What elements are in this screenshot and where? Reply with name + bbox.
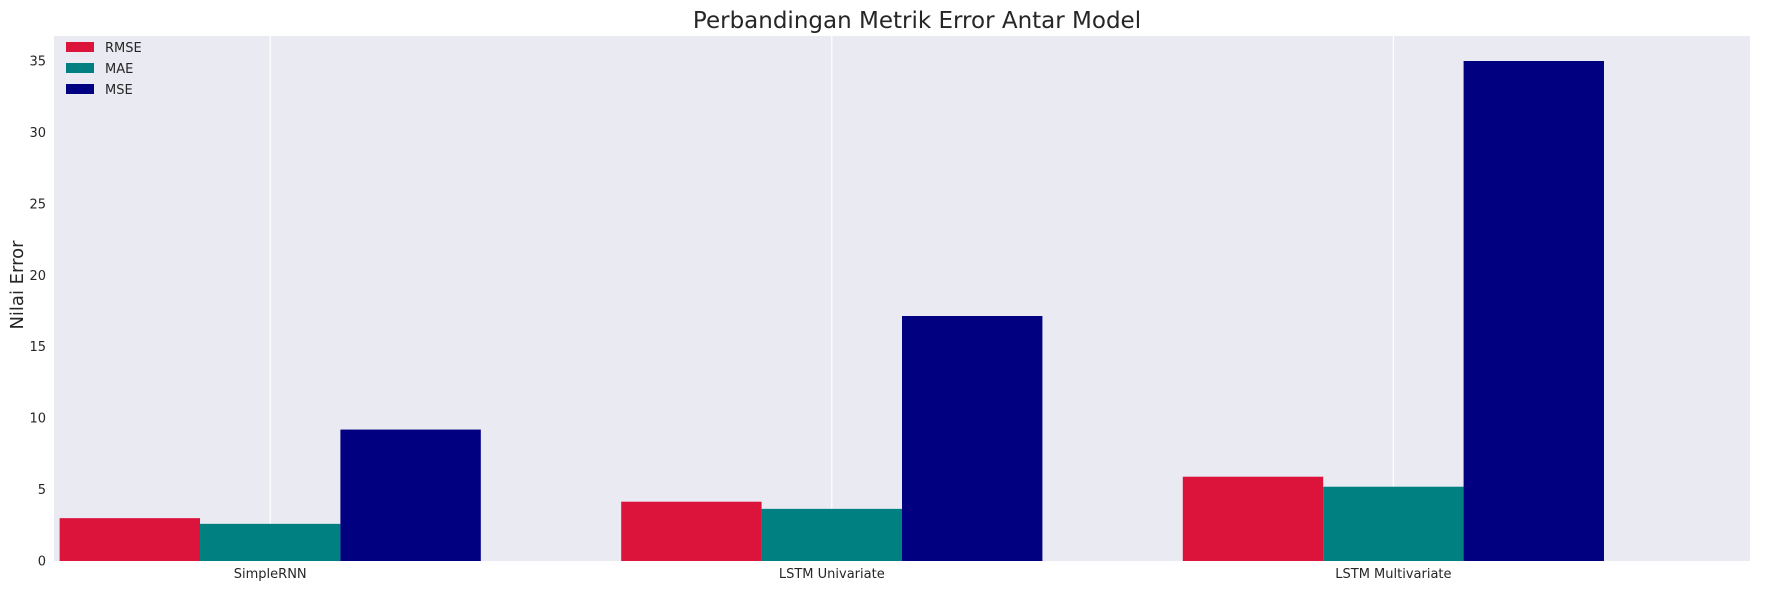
bar-mse-0 [340,429,481,561]
legend-label-mse: MSE [105,83,133,98]
y-tick-label: 10 [29,412,46,427]
bar-mse-1 [902,316,1043,561]
y-tick-label: 35 [29,55,46,70]
bar-mse-2 [1463,61,1604,561]
y-axis-ticks: 0 5 10 15 20 25 30 35 [29,55,46,570]
legend: RMSE MAE MSE [66,41,142,98]
y-tick-label: 20 [29,269,46,284]
x-tick-label: LSTM Univariate [779,567,885,582]
legend-swatch-rmse [66,42,94,52]
legend-swatch-mae [66,63,94,73]
chart-title: Perbandingan Metrik Error Antar Model [693,8,1141,34]
y-tick-label: 0 [38,555,46,570]
y-tick-label: 30 [29,126,46,141]
bar-mae-0 [200,523,341,561]
y-tick-label: 25 [29,197,46,212]
x-tick-label: SimpleRNN [234,567,307,582]
x-axis-ticks: SimpleRNN LSTM Univariate LSTM Multivariat… [234,567,1452,582]
bar-rmse-1 [621,501,762,561]
x-tick-label: LSTM Multivariate [1335,567,1451,582]
y-tick-label: 15 [29,340,46,355]
bar-mae-1 [761,508,902,561]
bar-rmse-2 [1182,476,1324,561]
legend-label-rmse: RMSE [105,41,142,56]
bar-rmse-0 [59,518,201,561]
legend-label-mae: MAE [105,62,133,77]
legend-swatch-mse [66,84,94,94]
y-axis-label: Nilai Error [7,240,28,330]
grid-lines [269,36,1394,561]
y-tick-label: 5 [38,483,46,498]
bar-mae-2 [1323,486,1464,561]
bars [59,61,1604,561]
